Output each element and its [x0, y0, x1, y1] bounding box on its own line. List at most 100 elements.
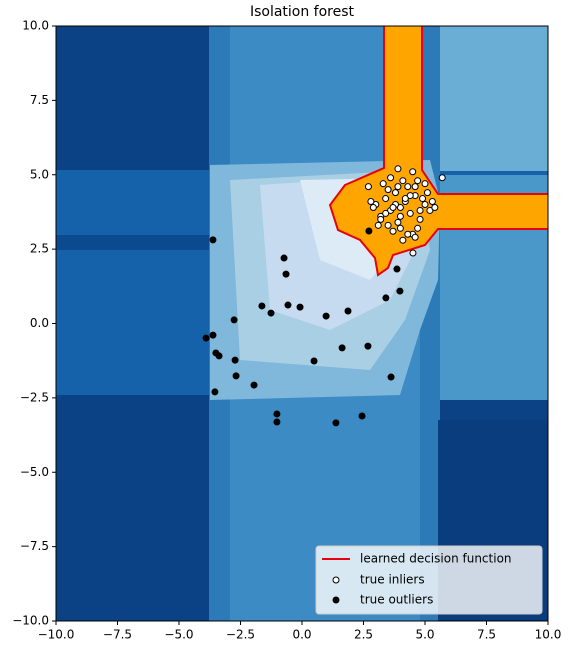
contour-level [56, 235, 209, 250]
chart-title: Isolation forest [250, 4, 355, 20]
point [404, 183, 412, 191]
point [389, 227, 397, 235]
y-tick-label: −2.5 [20, 390, 49, 404]
point [367, 198, 375, 206]
point [416, 206, 424, 214]
point [399, 177, 407, 185]
legend: learned decision function true inliers t… [315, 545, 543, 615]
point [358, 412, 366, 420]
x-tick-label: 10.0 [535, 628, 562, 642]
point [267, 309, 275, 317]
decision-contour [328, 26, 548, 277]
point [273, 418, 281, 426]
contour-level [440, 26, 548, 171]
point [231, 356, 239, 364]
x-tick-label: 0.0 [292, 628, 311, 642]
point [393, 265, 401, 273]
point [411, 233, 419, 241]
point [421, 180, 429, 188]
point [423, 189, 431, 197]
point [284, 301, 292, 309]
point [391, 189, 399, 197]
y-tick-label: 2.5 [30, 242, 49, 256]
point [379, 180, 387, 188]
point [438, 174, 446, 182]
point [394, 218, 402, 226]
point [394, 165, 402, 173]
point [431, 203, 439, 211]
legend-marker [332, 596, 340, 604]
y-tick-label: 7.5 [30, 93, 49, 107]
point [230, 316, 238, 324]
point [387, 174, 395, 182]
point [332, 419, 340, 427]
point [414, 224, 422, 232]
point [387, 373, 395, 381]
legend-label: learned decision function [360, 552, 512, 566]
point [414, 177, 422, 185]
point [280, 254, 288, 262]
point [273, 410, 281, 418]
point [322, 312, 330, 320]
point [282, 270, 290, 278]
point [382, 195, 390, 203]
point [419, 195, 427, 203]
point [382, 294, 390, 302]
point [396, 224, 404, 232]
point [365, 227, 373, 235]
point [296, 303, 304, 311]
point [369, 203, 377, 211]
point [406, 209, 414, 217]
y-tick-label: 5.0 [30, 167, 49, 181]
point [396, 287, 404, 295]
point [202, 334, 210, 342]
x-tick-label: 7.5 [477, 628, 496, 642]
point [404, 230, 412, 238]
legend-marker [332, 576, 340, 584]
point [215, 352, 223, 360]
point [409, 249, 417, 257]
marks [202, 165, 446, 427]
point [384, 186, 392, 194]
point [338, 344, 346, 352]
contour-background [56, 26, 548, 621]
point [401, 195, 409, 203]
point [406, 192, 414, 200]
legend-box [315, 545, 543, 615]
point [382, 209, 390, 217]
point [250, 381, 258, 389]
y-tick-label: −10.0 [12, 614, 49, 628]
y-tick-label: −7.5 [20, 539, 49, 553]
point [428, 198, 436, 206]
point [421, 201, 429, 208]
point [232, 372, 240, 380]
y-tick-label: 0.0 [30, 316, 49, 330]
point [258, 302, 266, 310]
point [209, 331, 217, 339]
x-tick-label: −7.5 [103, 628, 132, 642]
point [389, 203, 397, 211]
point [374, 221, 382, 229]
point [396, 212, 404, 220]
x-tick-label: −2.5 [226, 628, 255, 642]
point [310, 357, 318, 365]
point [399, 236, 407, 244]
y-tick-label: −5.0 [20, 465, 49, 479]
legend-label: true outliers [360, 593, 433, 607]
point [411, 183, 419, 191]
point [426, 206, 434, 214]
x-tick-label: 5.0 [415, 628, 434, 642]
point [344, 307, 352, 315]
point [211, 388, 219, 396]
x-tick-label: −10.0 [38, 628, 75, 642]
y-tick-label: 10.0 [22, 19, 49, 33]
point [396, 203, 404, 211]
point [384, 221, 392, 229]
legend-label: true inliers [360, 573, 425, 587]
point [364, 342, 372, 350]
point [209, 236, 217, 244]
point [409, 168, 417, 176]
point [394, 183, 402, 191]
x-tick-label: 2.5 [354, 628, 373, 642]
